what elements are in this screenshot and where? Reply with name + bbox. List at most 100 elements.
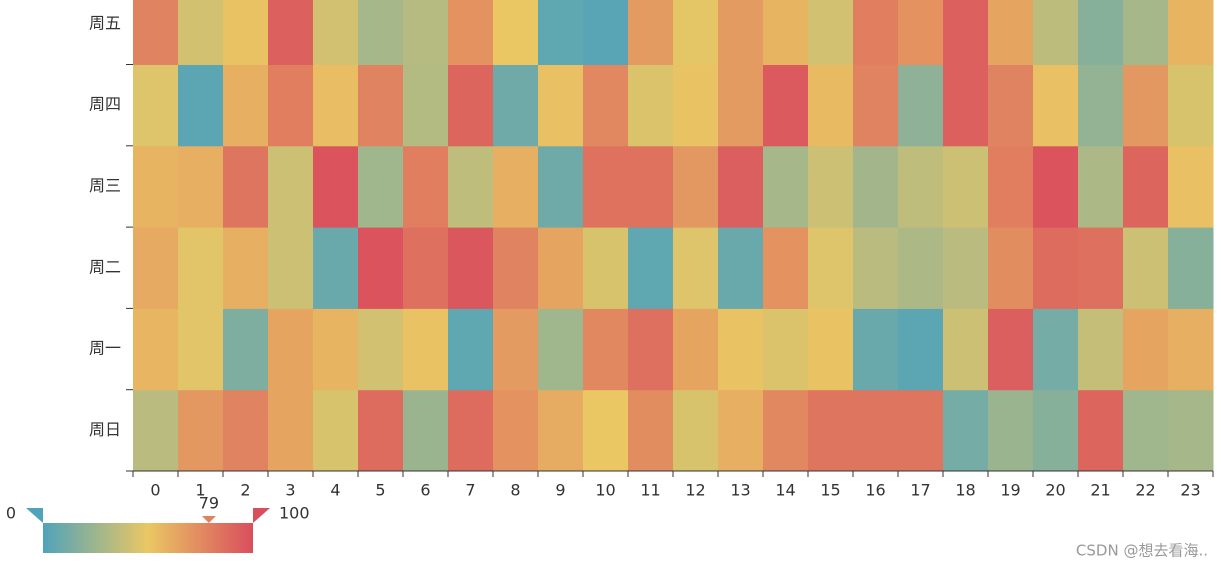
heat-cell (178, 308, 224, 391)
x-tick-label: 1 (195, 481, 205, 500)
heat-cell (583, 227, 629, 309)
heat-cell (1033, 64, 1079, 147)
heat-cell (1123, 0, 1169, 66)
heat-cell (673, 145, 719, 228)
x-tick-label: 2 (240, 481, 250, 500)
heat-cell (1033, 145, 1079, 228)
heat-cell (943, 0, 989, 66)
y-tick-label: 周日 (89, 420, 121, 439)
x-tick-label: 8 (510, 481, 520, 500)
heat-cell (448, 0, 494, 66)
heat-cell (718, 64, 764, 147)
heat-cell (1168, 227, 1214, 309)
heat-cell (403, 0, 449, 66)
heat-cell (988, 64, 1034, 147)
x-tick-label: 7 (465, 481, 475, 500)
heat-cell (808, 389, 854, 472)
heat-cell (853, 145, 899, 228)
heat-cell (673, 0, 719, 66)
heat-cell (628, 64, 674, 147)
heat-cell (448, 227, 494, 309)
heat-cell (853, 389, 899, 472)
heat-cell (538, 227, 584, 309)
heat-cell (853, 0, 899, 66)
heat-cell (178, 227, 224, 309)
heat-cell (673, 64, 719, 147)
heat-cell (988, 389, 1034, 472)
heat-cell (898, 145, 944, 228)
x-tick-label: 23 (1180, 481, 1200, 500)
heat-cell (448, 64, 494, 147)
heat-cell (1033, 227, 1079, 309)
heat-cell (1078, 389, 1124, 472)
heat-cell (1078, 145, 1124, 228)
heat-cell (133, 64, 179, 147)
heat-cell (1078, 64, 1124, 147)
heat-cell (133, 145, 179, 228)
heat-cell (1123, 389, 1169, 472)
heat-cell (403, 64, 449, 147)
heat-cell (403, 145, 449, 228)
heat-cell (943, 145, 989, 228)
heat-cell (403, 227, 449, 309)
heat-cell (1033, 389, 1079, 472)
heat-cell (133, 389, 179, 472)
x-tick-label: 22 (1135, 481, 1155, 500)
heat-cell (853, 227, 899, 309)
x-tick-label: 16 (865, 481, 885, 500)
heat-cell (1123, 145, 1169, 228)
heat-cell (223, 0, 269, 66)
x-tick-label: 15 (820, 481, 840, 500)
visual-map-handle-min[interactable] (26, 508, 43, 523)
heat-cell (268, 0, 314, 66)
heat-cell (223, 145, 269, 228)
visual-map-indicator (201, 516, 216, 523)
heat-cell (898, 308, 944, 391)
x-tick-label: 13 (730, 481, 750, 500)
y-tick-label: 周四 (89, 95, 121, 114)
heat-cell (358, 308, 404, 391)
heat-cell (178, 64, 224, 147)
visual-map-indicator-label: 79 (199, 494, 219, 513)
y-tick-label: 周三 (89, 176, 121, 195)
x-tick-label: 20 (1045, 481, 1065, 500)
visual-map-bar (43, 523, 253, 553)
visual-map-handle-max[interactable] (253, 508, 270, 523)
heat-cell (943, 308, 989, 391)
heat-cell (268, 64, 314, 147)
heat-cell (898, 64, 944, 147)
heat-cell (268, 227, 314, 309)
x-tick-label: 12 (685, 481, 705, 500)
x-tick-label: 9 (555, 481, 565, 500)
x-tick-label: 3 (285, 481, 295, 500)
heat-cell (718, 308, 764, 391)
heat-cell (268, 308, 314, 391)
heat-cell (628, 308, 674, 391)
x-tick-label: 5 (375, 481, 385, 500)
heat-cell (538, 308, 584, 391)
heat-cell (943, 64, 989, 147)
heat-cell (133, 227, 179, 309)
heat-cell (718, 145, 764, 228)
heat-cell (808, 227, 854, 309)
heat-cell (808, 64, 854, 147)
heat-cell (1123, 64, 1169, 147)
heat-cell (538, 0, 584, 66)
heat-cell (628, 0, 674, 66)
heat-cell (583, 0, 629, 66)
heat-cell (583, 145, 629, 228)
heat-cell (988, 145, 1034, 228)
heat-cell (898, 0, 944, 66)
heat-cell (358, 145, 404, 228)
heat-cell (448, 145, 494, 228)
heat-cell (178, 0, 224, 66)
heat-cell (493, 64, 539, 147)
heat-cell (988, 308, 1034, 391)
heat-cell (268, 389, 314, 472)
heat-cell (1033, 308, 1079, 391)
y-tick-label: 周五 (89, 13, 121, 32)
heat-cell (718, 389, 764, 472)
heat-cell (403, 308, 449, 391)
heat-cell (358, 64, 404, 147)
heat-cell (493, 389, 539, 472)
